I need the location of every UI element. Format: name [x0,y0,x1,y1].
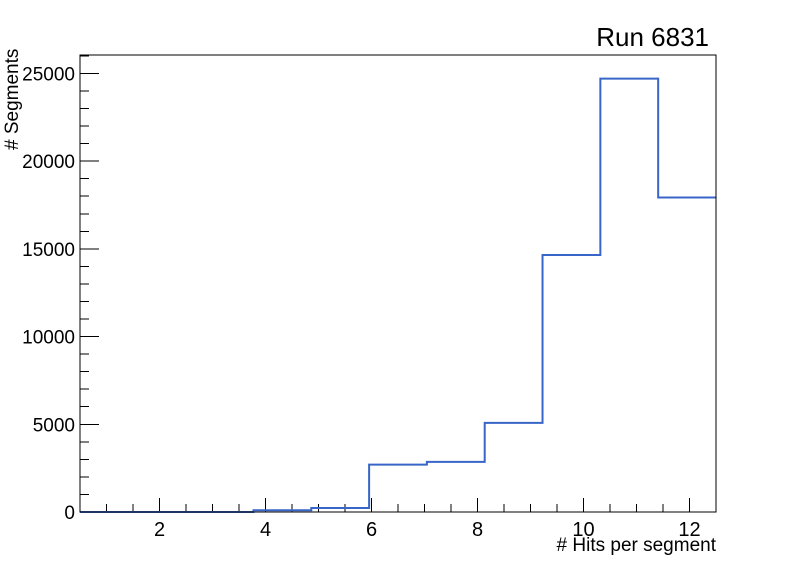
y-tick-label: 10000 [22,328,75,349]
plot-frame [79,54,717,513]
x-tick-label: 4 [260,519,271,541]
y-tick-label: 5000 [33,415,75,436]
y-tick-label: 15000 [22,240,75,261]
x-tick-label: 8 [472,519,483,541]
x-tick-label: 12 [678,519,700,541]
y-tick-label: 25000 [22,64,75,85]
histogram-line [80,77,716,513]
y-axis-title: # Segments [2,49,23,150]
y-tick-label: 0 [64,503,75,524]
plot-generated-layer: 2 4 6 8 10 12 0 5000 10000 15000 20000 25000 [22,54,717,541]
plot-title: Run 6831 [596,22,709,52]
x-tick-label: 10 [572,519,594,541]
x-axis-title: # Hits per segment [557,535,717,556]
x-tick-label: 2 [154,519,165,541]
y-tick-label: 20000 [22,152,75,173]
x-tick-label: 6 [366,519,377,541]
